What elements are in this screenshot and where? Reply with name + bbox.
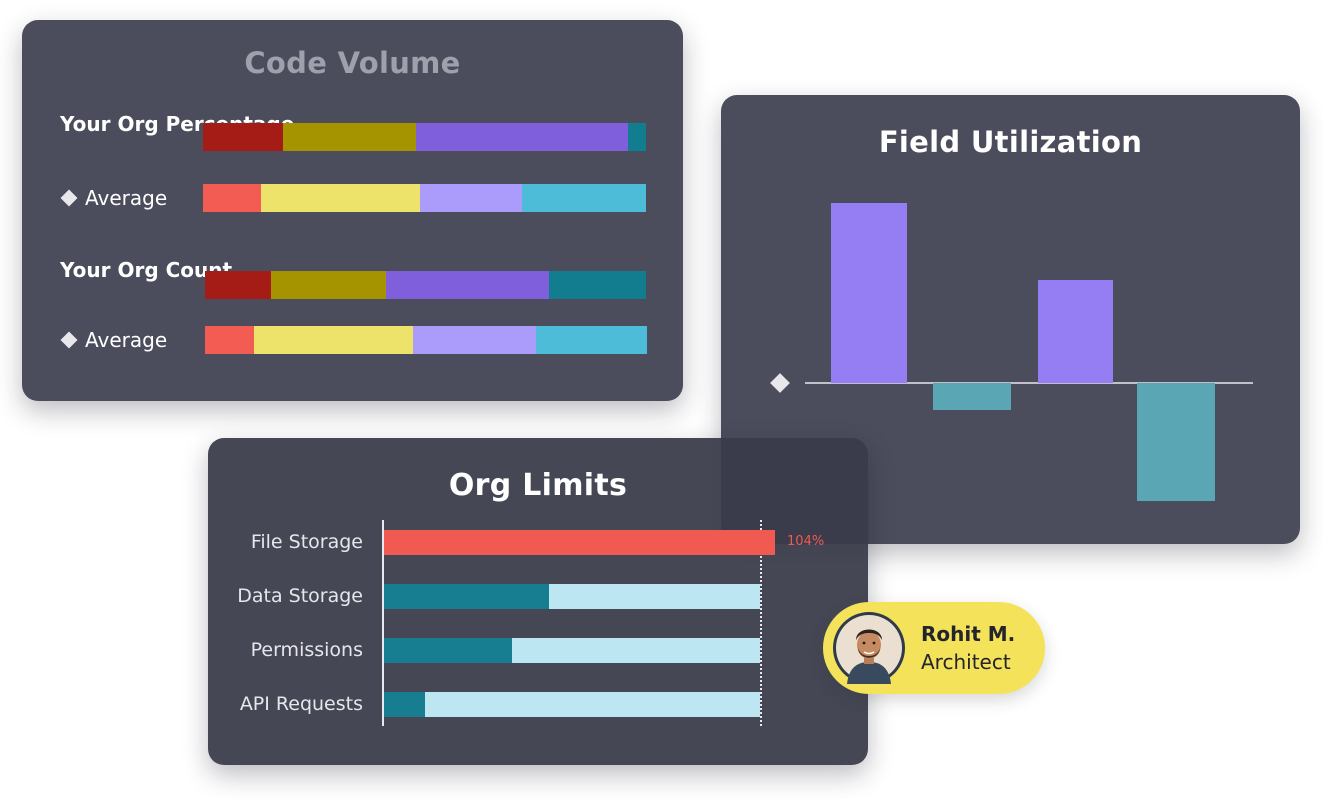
stack-segment	[203, 123, 283, 151]
average-label-count: Average	[60, 328, 167, 352]
profile-badge: Rohit M. Architect	[823, 602, 1045, 694]
field-utilization-chart	[770, 203, 1253, 501]
average-text: Average	[85, 186, 168, 210]
org-count-bar	[205, 271, 646, 299]
org-limits-card: Org Limits File Storage 104% Data Storage P…	[208, 438, 868, 765]
stack-segment	[628, 123, 646, 151]
average-text: Average	[85, 328, 168, 352]
limit-label: Data Storage	[237, 585, 363, 607]
stack-segment	[271, 271, 386, 299]
limit-track	[384, 530, 776, 555]
stack-segment	[415, 123, 629, 151]
field-utilization-title: Field Utilization	[878, 125, 1143, 159]
positive-bar	[831, 203, 907, 383]
stack-segment	[536, 326, 647, 354]
limit-fill	[384, 638, 512, 663]
org-percentage-bar	[203, 123, 646, 151]
limit-fill	[384, 530, 776, 555]
avatar-icon	[833, 612, 905, 684]
limit-track	[384, 638, 760, 663]
org-count-label: Your Org Count	[60, 258, 233, 282]
profile-name: Rohit M.	[921, 622, 1016, 646]
limits-axis	[382, 520, 384, 726]
stack-segment	[412, 326, 537, 354]
code-volume-title: Code Volume	[244, 46, 461, 80]
limit-track	[384, 584, 760, 609]
limit-label: Permissions	[250, 639, 363, 661]
profile-role: Architect	[921, 650, 1011, 674]
negative-bar	[1137, 383, 1215, 501]
average-label-percentage: Average	[60, 186, 167, 210]
average-percentage-bar	[203, 184, 646, 212]
limits-capacity-line	[760, 520, 762, 726]
stack-segment	[260, 184, 421, 212]
stack-segment	[203, 184, 261, 212]
diamond-icon	[60, 331, 78, 349]
limit-fill	[384, 692, 426, 717]
org-limits-title: Org Limits	[448, 468, 628, 503]
stack-segment	[385, 271, 549, 299]
stack-segment	[205, 271, 272, 299]
field-utilization-card: Field Utilization	[721, 95, 1300, 544]
diamond-icon	[770, 373, 790, 393]
code-volume-card: Code Volume Your Org Percentage Average …	[22, 20, 683, 401]
negative-bar	[933, 383, 1011, 410]
limit-fill	[384, 584, 550, 609]
stack-segment	[420, 184, 522, 212]
diamond-icon	[60, 189, 78, 207]
limit-value-label: 104%	[787, 534, 825, 549]
limit-track	[384, 692, 760, 717]
limit-label: File Storage	[250, 531, 363, 553]
stack-segment	[282, 123, 416, 151]
limit-label: API Requests	[239, 693, 363, 715]
stack-segment	[253, 326, 413, 354]
stack-segment	[521, 184, 646, 212]
stack-segment	[548, 271, 646, 299]
average-count-bar	[205, 326, 647, 354]
stack-segment	[205, 326, 254, 354]
positive-bar	[1038, 280, 1113, 383]
